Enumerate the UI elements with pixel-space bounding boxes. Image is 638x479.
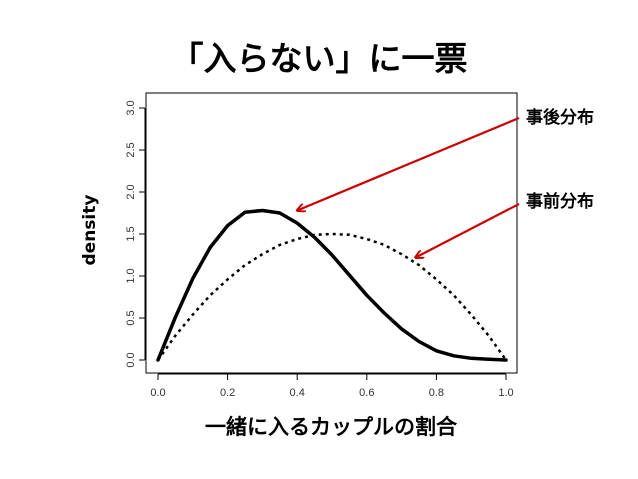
y-tick-label: 2.5 (125, 142, 137, 157)
x-tick-label: 0.4 (290, 387, 305, 399)
y-tick-label: 1.0 (125, 268, 137, 283)
y-tick-label: 0.0 (125, 352, 137, 367)
x-tick-label: 1.0 (498, 387, 513, 399)
x-tick-label: 0.8 (429, 387, 444, 399)
series-layer (156, 208, 508, 362)
x-axis: 0.0 0.2 0.4 0.6 0.8 1.0 (150, 373, 514, 399)
x-tick-label: 0.6 (359, 387, 374, 399)
y-axis-title: density (80, 195, 100, 266)
annotation-arrow (297, 116, 520, 210)
y-tick-label: 3.0 (125, 100, 137, 115)
y-tick-label: 0.5 (125, 310, 137, 325)
prior-distribution-line (156, 232, 508, 361)
plot-frame (145, 92, 518, 374)
y-tick-label: 2.0 (125, 184, 137, 199)
slide-title: 「入らない」に一票 (171, 39, 468, 78)
posterior-distribution-line (156, 208, 508, 362)
x-axis-title: 一緒に入るカップルの割合 (205, 415, 458, 439)
y-tick-label: 1.5 (125, 226, 137, 241)
annotation-label: 事前分布 (526, 191, 594, 212)
x-tick-label: 0.0 (150, 387, 165, 399)
annotation-label: 事後分布 (526, 107, 594, 128)
x-tick-label: 0.2 (220, 387, 235, 399)
annotation-arrow (416, 203, 520, 258)
y-axis: 0.0 0.5 1.0 1.5 2.0 2.5 3.0 (125, 100, 146, 368)
